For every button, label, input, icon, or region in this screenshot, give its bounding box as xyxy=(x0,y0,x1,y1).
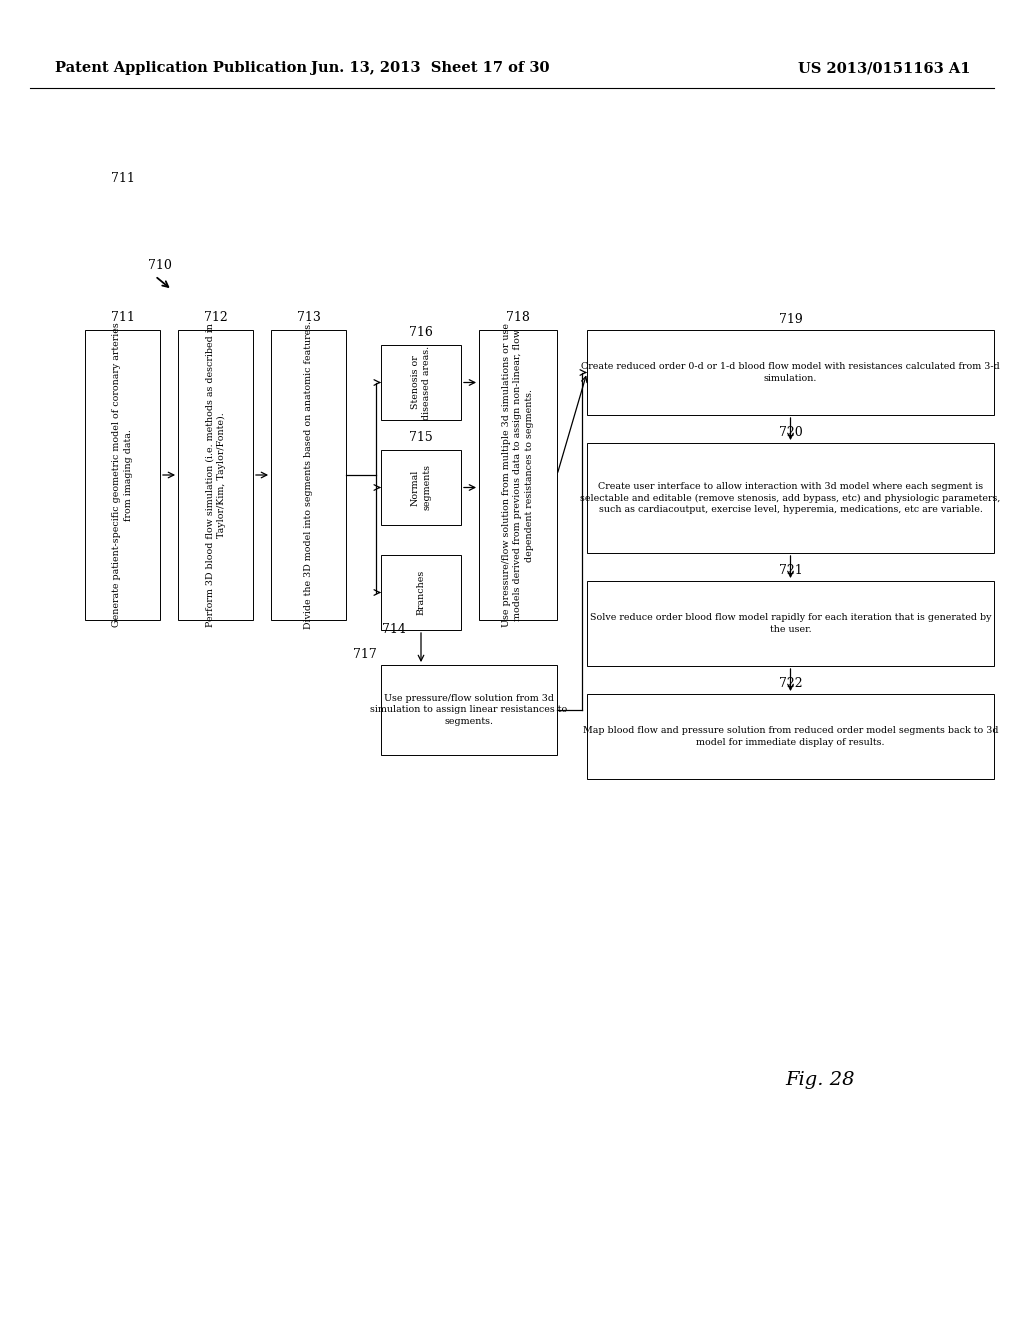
Text: 720: 720 xyxy=(778,426,803,440)
FancyBboxPatch shape xyxy=(479,330,557,620)
FancyBboxPatch shape xyxy=(271,330,346,620)
Text: Solve reduce order blood flow model rapidly for each iteration that is generated: Solve reduce order blood flow model rapi… xyxy=(590,614,991,634)
Text: 722: 722 xyxy=(778,677,803,690)
Text: Divide the 3D model into segments based on anatomic features.: Divide the 3D model into segments based … xyxy=(304,321,313,630)
Text: Branches: Branches xyxy=(417,570,426,615)
Text: Map blood flow and pressure solution from reduced order model segments back to 3: Map blood flow and pressure solution fro… xyxy=(583,726,998,747)
Text: 714: 714 xyxy=(382,623,406,636)
FancyBboxPatch shape xyxy=(381,345,461,420)
FancyBboxPatch shape xyxy=(587,444,994,553)
Text: 716: 716 xyxy=(409,326,433,339)
Text: 711: 711 xyxy=(111,312,134,323)
Text: Use pressure/flow solution from multiple 3d simulations or use
models derived fr: Use pressure/flow solution from multiple… xyxy=(503,323,534,627)
Text: Normal
segments: Normal segments xyxy=(411,465,431,511)
Text: Fig. 28: Fig. 28 xyxy=(785,1071,855,1089)
Text: 711: 711 xyxy=(111,172,134,185)
FancyBboxPatch shape xyxy=(381,450,461,525)
Text: 721: 721 xyxy=(778,564,803,577)
Text: 712: 712 xyxy=(204,312,227,323)
Text: Generate patient-specific geometric model of coronary arteries
from imaging data: Generate patient-specific geometric mode… xyxy=(113,322,132,627)
Text: Jun. 13, 2013  Sheet 17 of 30: Jun. 13, 2013 Sheet 17 of 30 xyxy=(310,61,549,75)
Text: Create user interface to allow interaction with 3d model where each segment is
s: Create user interface to allow interacti… xyxy=(581,482,1000,513)
Text: Perform 3D blood flow simulation (i.e. methods as described in
Taylor/Kim, Taylo: Perform 3D blood flow simulation (i.e. m… xyxy=(206,323,225,627)
Text: 719: 719 xyxy=(778,313,803,326)
FancyBboxPatch shape xyxy=(587,581,994,667)
Text: Create reduced order 0-d or 1-d blood flow model with resistances calculated fro: Create reduced order 0-d or 1-d blood fl… xyxy=(582,363,999,383)
FancyBboxPatch shape xyxy=(587,694,994,779)
Text: 718: 718 xyxy=(506,312,530,323)
Text: Patent Application Publication: Patent Application Publication xyxy=(55,61,307,75)
Text: 715: 715 xyxy=(410,432,433,444)
Text: 713: 713 xyxy=(297,312,321,323)
FancyBboxPatch shape xyxy=(178,330,253,620)
FancyBboxPatch shape xyxy=(381,554,461,630)
Text: 717: 717 xyxy=(353,648,377,661)
FancyBboxPatch shape xyxy=(85,330,160,620)
FancyBboxPatch shape xyxy=(381,665,557,755)
Text: US 2013/0151163 A1: US 2013/0151163 A1 xyxy=(798,61,970,75)
FancyBboxPatch shape xyxy=(587,330,994,414)
Text: Use pressure/flow solution from 3d
simulation to assign linear resistances to
se: Use pressure/flow solution from 3d simul… xyxy=(371,694,567,726)
Text: 710: 710 xyxy=(148,259,172,272)
Text: Stenosis or
diseased areas.: Stenosis or diseased areas. xyxy=(411,346,431,420)
